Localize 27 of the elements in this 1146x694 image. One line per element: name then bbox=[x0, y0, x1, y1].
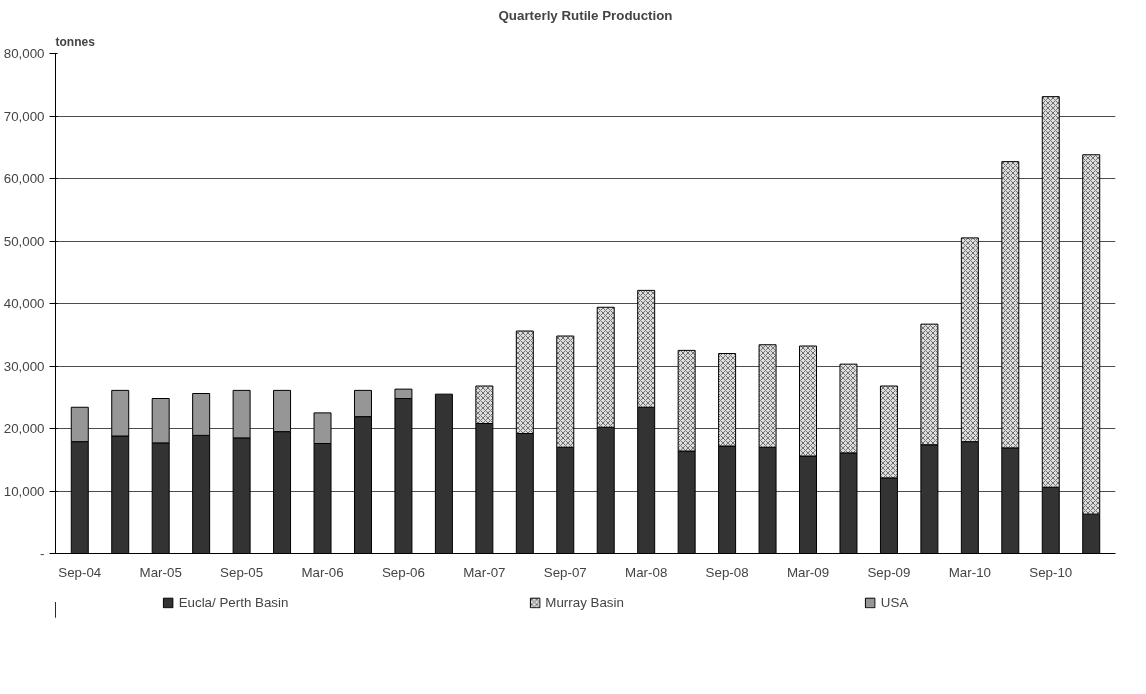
x-tick-label: Mar-05 bbox=[139, 564, 182, 580]
x-tick-label: Sep-08 bbox=[705, 564, 749, 580]
x-tick-label: Mar-10 bbox=[948, 564, 991, 580]
x-tick-label: Sep-07 bbox=[543, 564, 587, 580]
x-tick-label: Mar-06 bbox=[301, 564, 344, 580]
x-tick-label: Sep-09 bbox=[867, 564, 911, 580]
x-tick-label: Mar-08 bbox=[625, 564, 668, 580]
y-tick-label: 40,000 bbox=[3, 296, 45, 311]
y-axis-title: tonnes bbox=[55, 34, 96, 49]
y-tick-label: 20,000 bbox=[3, 421, 45, 436]
x-tick-label: Mar-09 bbox=[786, 564, 830, 580]
y-tick-label: 10,000 bbox=[3, 483, 45, 499]
y-tick-label: 80,000 bbox=[3, 46, 45, 61]
y-tick-label: 50,000 bbox=[3, 233, 45, 249]
y-tick-label: 30,000 bbox=[3, 358, 45, 374]
legend-label: Eucla/ Perth Basin bbox=[178, 594, 289, 610]
y-tick-label: 70,000 bbox=[3, 108, 45, 124]
legend-label: USA bbox=[880, 594, 909, 610]
chart-title: Quarterly Rutile Production bbox=[498, 7, 673, 23]
x-tick-label: Mar-07 bbox=[463, 564, 506, 580]
y-tick-label: 60,000 bbox=[3, 171, 45, 186]
x-tick-label: Sep-04 bbox=[58, 564, 102, 580]
x-tick-label: Sep-06 bbox=[381, 564, 425, 580]
y-tick-label: - bbox=[40, 546, 45, 561]
legend-label: Murray Basin bbox=[545, 594, 624, 610]
x-tick-label: Sep-05 bbox=[220, 564, 264, 580]
x-tick-label: Sep-10 bbox=[1029, 564, 1073, 580]
